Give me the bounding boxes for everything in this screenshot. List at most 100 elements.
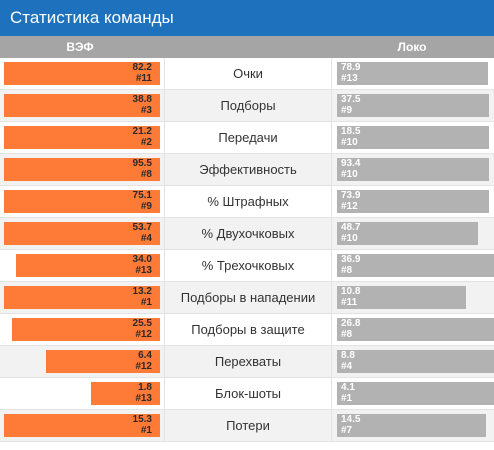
away-stat-bar: 26.8 #8 — [337, 318, 494, 341]
home-stat-rank: #12 — [135, 328, 152, 340]
away-stat-bar: 37.5 #9 — [337, 94, 489, 117]
home-stat-bar: 75.1 #9 — [4, 190, 160, 213]
away-stat-bar: 93.4 #10 — [337, 158, 489, 181]
home-stat-value: 95.5 — [132, 158, 152, 169]
away-stat-bar: 48.7 #10 — [337, 222, 478, 245]
away-stat-rank: #10 — [341, 232, 358, 244]
away-stat-bar: 18.5 #10 — [337, 126, 489, 149]
home-stat-rank: #13 — [135, 264, 152, 276]
away-stat-rank: #8 — [341, 328, 353, 340]
home-stat-value: 1.8 — [138, 382, 152, 393]
away-stat-rank: #8 — [341, 264, 353, 276]
away-cell: 78.9 #13 — [332, 58, 494, 89]
away-stat-rank: #1 — [341, 392, 353, 404]
away-cell: 4.1 #1 — [332, 378, 494, 409]
stat-row: 6.4 #12 Перехваты 8.8 #4 — [0, 346, 494, 378]
stat-label: Подборы — [164, 90, 332, 121]
away-stat-bar: 10.8 #11 — [337, 286, 466, 309]
away-cell: 36.9 #8 — [332, 250, 494, 281]
away-stat-value: 78.9 — [341, 62, 361, 73]
away-cell: 73.9 #12 — [332, 186, 494, 217]
away-stat-value: 37.5 — [341, 94, 361, 105]
home-stat-value: 82.2 — [132, 62, 152, 73]
home-stat-bar: 38.8 #3 — [4, 94, 160, 117]
away-stat-bar: 73.9 #12 — [337, 190, 489, 213]
stat-label: Очки — [164, 58, 332, 89]
away-stat-value: 26.8 — [341, 318, 361, 329]
home-cell: 53.7 #4 — [0, 218, 164, 249]
home-team-name: ВЭФ — [66, 40, 94, 54]
home-stat-rank: #2 — [140, 136, 152, 148]
home-stat-value: 13.2 — [132, 286, 152, 297]
home-cell: 13.2 #1 — [0, 282, 164, 313]
home-stat-bar: 34.0 #13 — [16, 254, 160, 277]
stat-label: Эффективность — [164, 154, 332, 185]
home-cell: 95.5 #8 — [0, 154, 164, 185]
stat-row: 95.5 #8 Эффективность 93.4 #10 — [0, 154, 494, 186]
away-stat-bar: 14.5 #7 — [337, 414, 486, 437]
home-cell: 75.1 #9 — [0, 186, 164, 217]
stat-label: Подборы в защите — [164, 314, 332, 345]
home-stat-bar: 53.7 #4 — [4, 222, 160, 245]
home-cell: 21.2 #2 — [0, 122, 164, 153]
away-stat-rank: #10 — [341, 136, 358, 148]
home-stat-bar: 82.2 #11 — [4, 62, 160, 85]
away-stat-rank: #13 — [341, 72, 358, 84]
home-stat-value: 38.8 — [132, 94, 152, 105]
away-stat-rank: #11 — [341, 296, 358, 308]
panel-title: Статистика команды — [10, 8, 174, 27]
home-stat-bar: 13.2 #1 — [4, 286, 160, 309]
stat-row: 82.2 #11 Очки 78.9 #13 — [0, 58, 494, 90]
away-stat-value: 4.1 — [341, 382, 355, 393]
away-stat-rank: #9 — [341, 104, 353, 116]
stat-row: 38.8 #3 Подборы 37.5 #9 — [0, 90, 494, 122]
away-team-name: Локо — [397, 40, 427, 54]
stat-row: 13.2 #1 Подборы в нападении 10.8 #11 — [0, 282, 494, 314]
away-stat-value: 36.9 — [341, 254, 361, 265]
away-stat-value: 10.8 — [341, 286, 361, 297]
home-stat-value: 21.2 — [132, 126, 152, 137]
home-stat-rank: #4 — [140, 232, 152, 244]
away-stat-bar: 8.8 #4 — [337, 350, 494, 373]
away-stat-value: 93.4 — [341, 158, 361, 169]
away-stat-bar: 36.9 #8 — [337, 254, 494, 277]
home-stat-rank: #11 — [135, 72, 152, 84]
home-cell: 34.0 #13 — [0, 250, 164, 281]
away-stat-rank: #12 — [341, 200, 358, 212]
home-stat-value: 6.4 — [138, 350, 152, 361]
stat-label: % Штрафных — [164, 186, 332, 217]
home-stat-bar: 6.4 #12 — [46, 350, 160, 373]
stat-row: 15.3 #1 Потери 14.5 #7 — [0, 410, 494, 442]
home-stat-rank: #9 — [140, 200, 152, 212]
stat-row: 25.5 #12 Подборы в защите 26.8 #8 — [0, 314, 494, 346]
home-stat-bar: 15.3 #1 — [4, 414, 160, 437]
home-cell: 25.5 #12 — [0, 314, 164, 345]
away-stat-value: 18.5 — [341, 126, 361, 137]
team-header-row: ВЭФ Локо — [0, 36, 494, 58]
home-stat-rank: #13 — [135, 392, 152, 404]
away-stat-rank: #10 — [341, 168, 358, 180]
away-cell: 8.8 #4 — [332, 346, 494, 377]
stat-label: Передачи — [164, 122, 332, 153]
away-cell: 93.4 #10 — [332, 154, 494, 185]
away-stat-bar: 78.9 #13 — [337, 62, 488, 85]
stat-label: Перехваты — [164, 346, 332, 377]
away-stat-value: 73.9 — [341, 190, 361, 201]
panel-header: Статистика команды — [0, 0, 494, 36]
home-stat-value: 25.5 — [132, 318, 152, 329]
away-stat-value: 8.8 — [341, 350, 355, 361]
away-stat-rank: #7 — [341, 424, 353, 436]
home-stat-rank: #8 — [140, 168, 152, 180]
away-cell: 14.5 #7 — [332, 410, 494, 441]
home-stat-value: 15.3 — [132, 414, 152, 425]
stat-label: % Трехочковых — [164, 250, 332, 281]
away-cell: 10.8 #11 — [332, 282, 494, 313]
home-stat-bar: 25.5 #12 — [12, 318, 160, 341]
stat-label: Потери — [164, 410, 332, 441]
away-stat-value: 48.7 — [341, 222, 361, 233]
stat-label: % Двухочковых — [164, 218, 332, 249]
home-stat-value: 34.0 — [132, 254, 152, 265]
home-stat-rank: #1 — [140, 424, 152, 436]
home-stat-bar: 21.2 #2 — [4, 126, 160, 149]
stat-row: 75.1 #9% Штрафных 73.9 #12 — [0, 186, 494, 218]
